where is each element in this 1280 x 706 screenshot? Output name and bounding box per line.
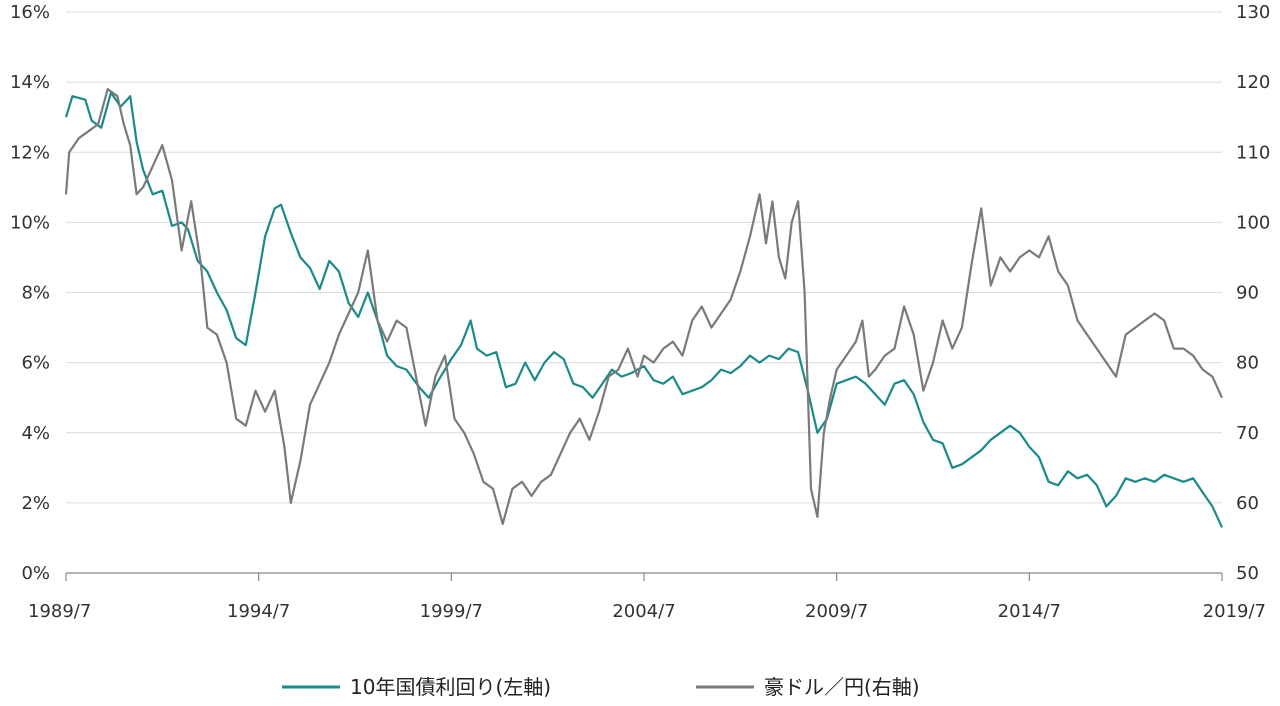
grid-lines [66,11,1222,504]
legend: 10年国債利回り(左軸) 豪ドル／円(右軸) [282,675,920,699]
right-tick-label: 90 [1236,283,1259,304]
right-tick-label: 60 [1236,493,1259,514]
right-tick-label: 100 [1236,212,1270,233]
yield-series-line [64,91,1224,528]
right-tick-label: 110 [1236,142,1270,163]
left-tick-label: 14% [10,72,50,93]
right-axis-tick-labels: 50 60 70 80 90 100 110 120 130 [1236,2,1270,584]
series-lines [64,88,1224,528]
right-tick-label: 80 [1236,353,1259,374]
left-tick-label: 0% [21,563,50,584]
legend-label: 豪ドル／円(右軸) [764,675,920,699]
left-tick-label: 8% [21,283,50,304]
x-tick-label: 2014/7 [998,601,1061,622]
left-tick-label: 2% [21,493,50,514]
x-tick-label: 1989/7 [28,601,91,622]
right-tick-label: 70 [1236,423,1259,444]
audjpy-series-line [64,88,1224,525]
left-axis-tick-labels: 0% 2% 4% 6% 8% 10% 12% 14% 16% [10,2,50,584]
x-tick-label: 2004/7 [612,601,675,622]
x-axis: 1989/7 1994/7 1999/7 2004/7 2009/7 2014/7 2019… [28,572,1266,622]
x-tick-label: 1994/7 [227,601,290,622]
legend-label: 10年国債利回り(左軸) [350,675,551,699]
right-tick-label: 50 [1236,563,1259,584]
left-tick-label: 12% [10,142,50,163]
x-tick-label: 2019/7 [1203,601,1266,622]
right-tick-label: 120 [1236,72,1270,93]
left-tick-label: 10% [10,212,50,233]
left-tick-label: 6% [21,353,50,374]
right-tick-label: 130 [1236,2,1270,23]
x-tick-label: 1999/7 [420,601,483,622]
x-tick-label: 2009/7 [805,601,868,622]
left-tick-label: 4% [21,423,50,444]
left-tick-label: 16% [10,2,50,23]
